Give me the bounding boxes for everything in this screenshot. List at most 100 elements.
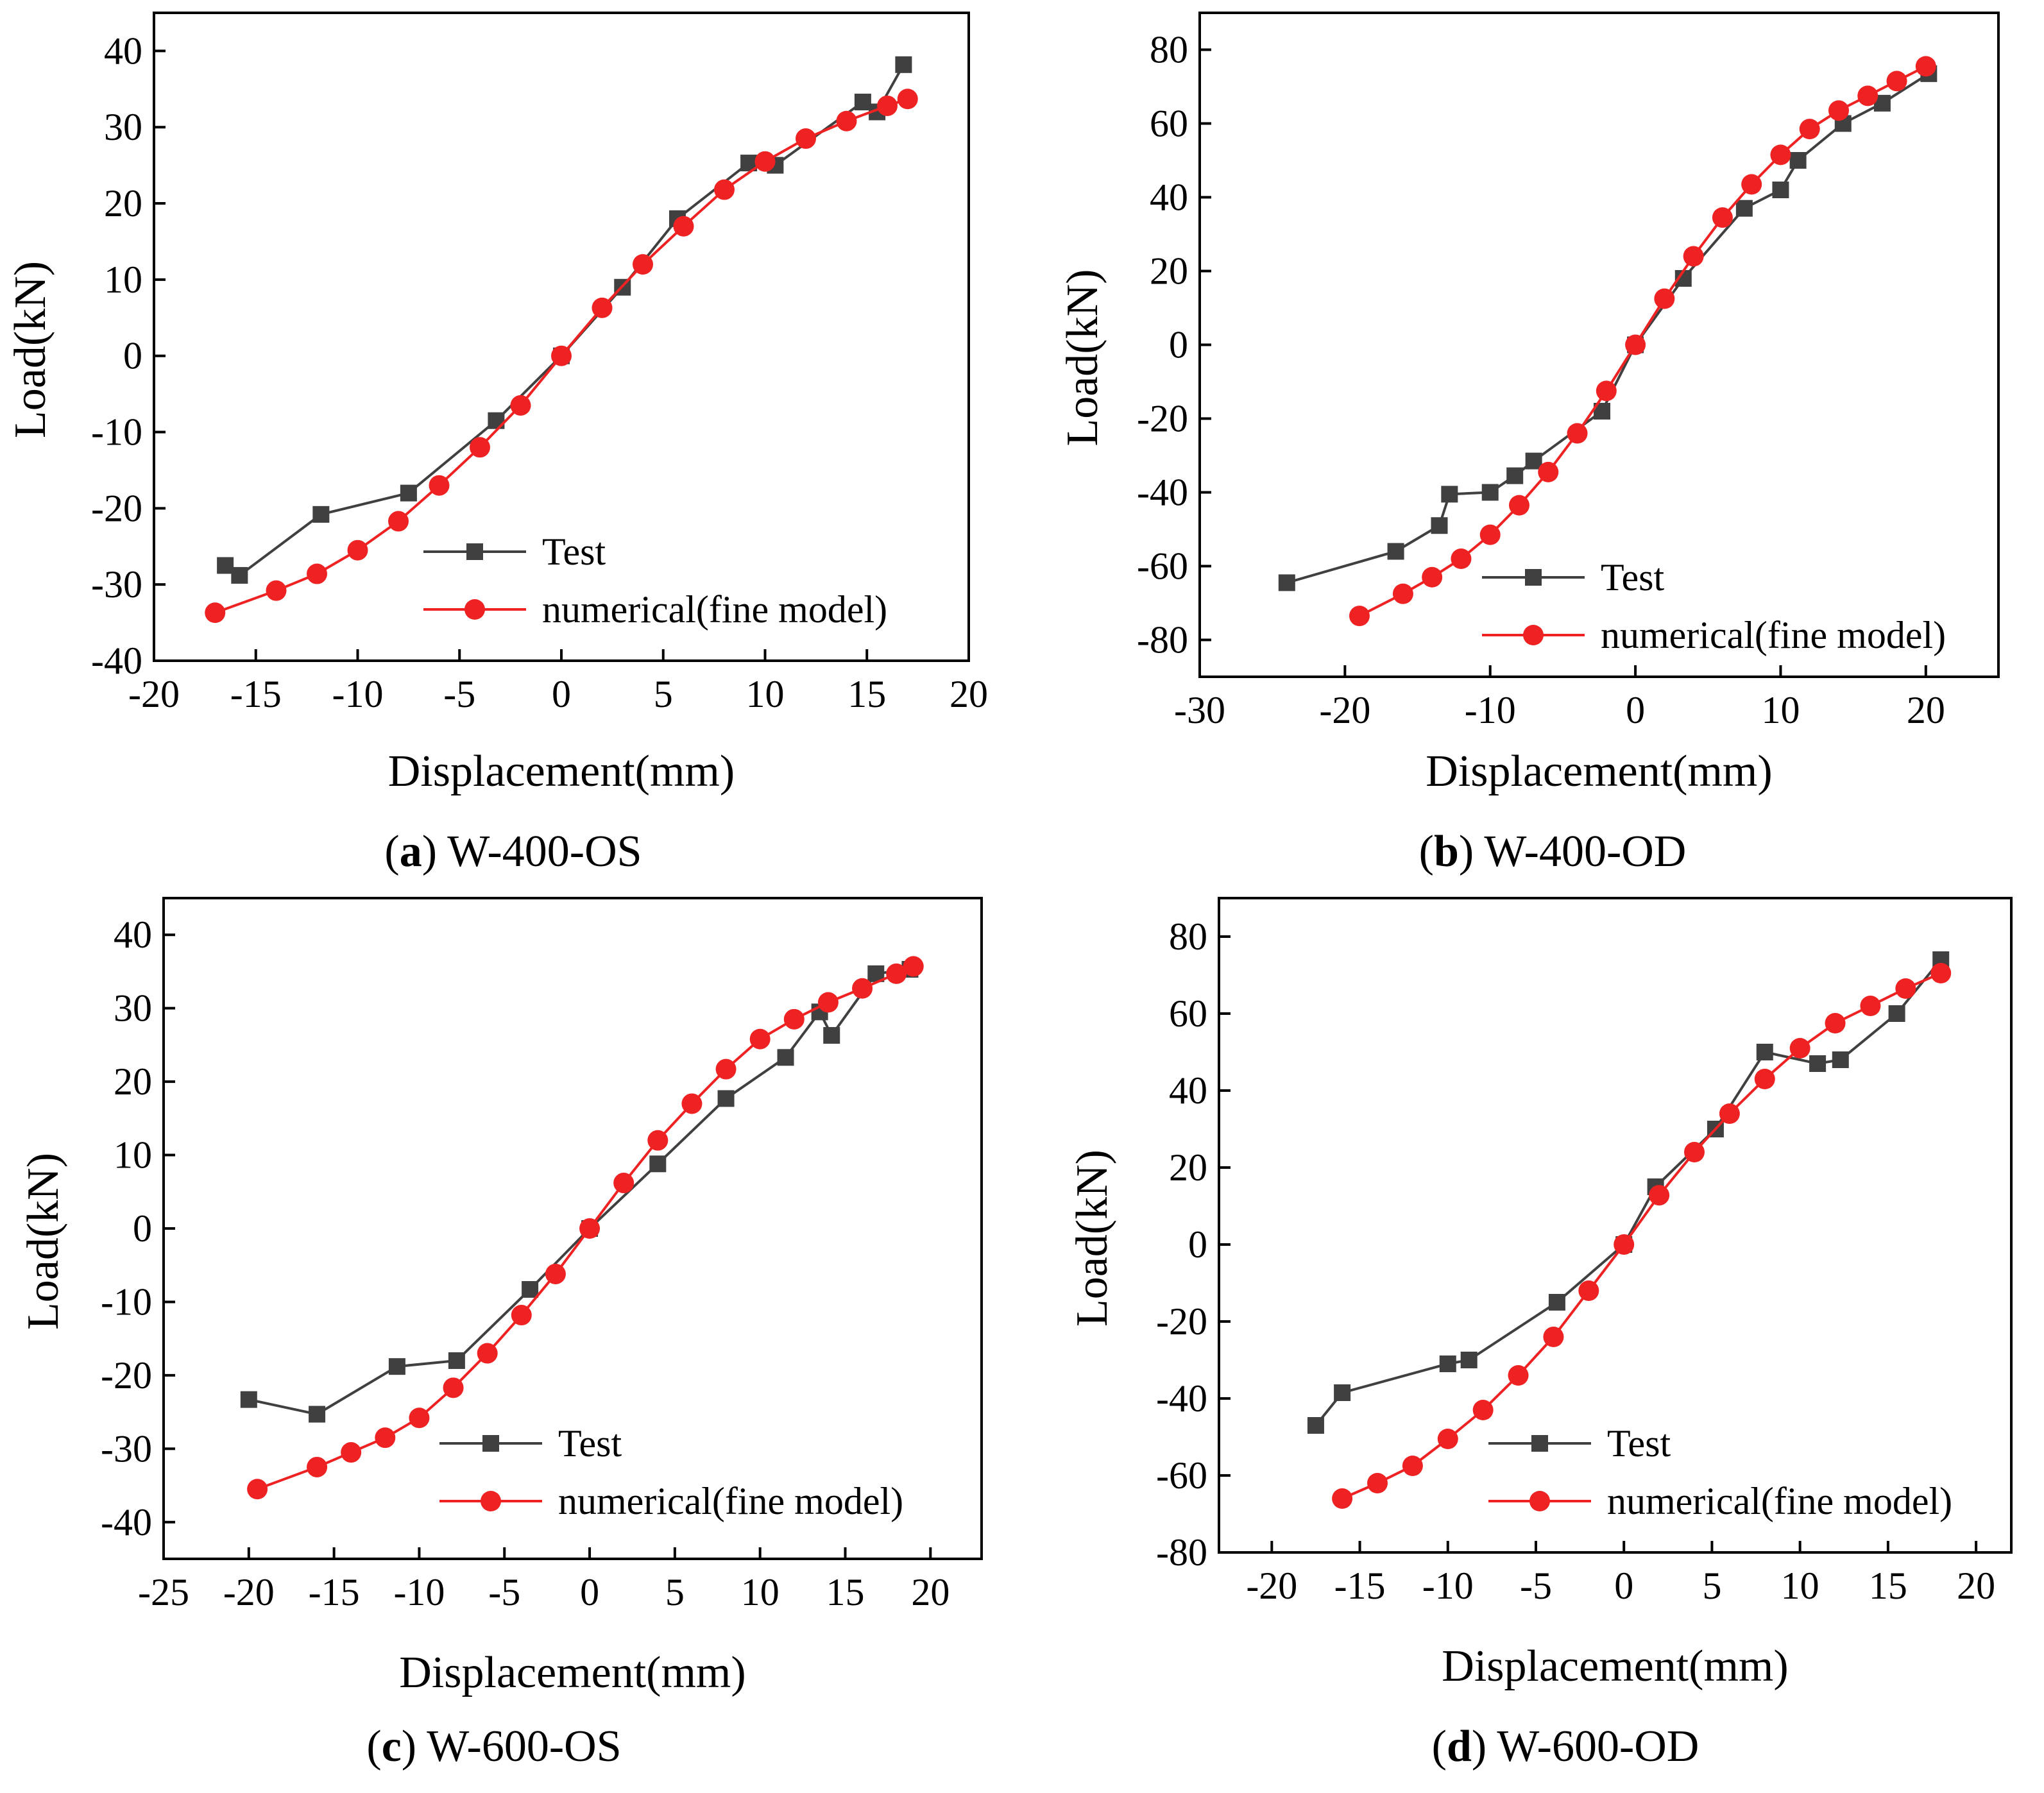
y-tick-label: 20 (1169, 1146, 1207, 1189)
numerical-data-point (1508, 1365, 1529, 1386)
numerical-data-point (511, 1305, 532, 1326)
numerical-data-point (266, 580, 287, 601)
numerical-data-point (1614, 1234, 1635, 1255)
test-data-point (1460, 1352, 1478, 1368)
y-tick-label: -80 (1137, 619, 1188, 661)
test-data-point (1735, 200, 1753, 217)
x-tick-label: 5 (654, 673, 673, 715)
numerical-data-point (886, 963, 907, 984)
numerical-data-point (1402, 1456, 1423, 1476)
numerical-data-point (1649, 1185, 1670, 1206)
x-tick-label: 10 (1781, 1565, 1819, 1607)
numerical-data-point (817, 992, 839, 1013)
x-tick-label: -10 (1422, 1565, 1474, 1607)
panel-caption: (b) W-400-OD (1419, 827, 1687, 876)
y-tick-label: -20 (1156, 1300, 1207, 1343)
legend-label: Test (542, 531, 606, 573)
numerical-data-point (783, 1008, 805, 1030)
x-tick-label: 20 (950, 673, 988, 715)
y-tick-label: 0 (133, 1207, 152, 1250)
y-tick-label: -40 (1137, 472, 1188, 514)
legend-marker (482, 1435, 499, 1452)
x-tick-label: 15 (847, 673, 886, 715)
y-tick-label: 20 (104, 182, 142, 225)
y-tick-label: 60 (1150, 103, 1188, 145)
test-data-point (823, 1027, 840, 1044)
x-tick-label: -25 (138, 1571, 189, 1613)
test-data-point (1481, 484, 1499, 501)
y-tick-label: 30 (114, 987, 152, 1030)
y-tick-label: -40 (91, 640, 142, 682)
y-tick-label: 0 (123, 335, 142, 377)
y-tick-label: 30 (104, 106, 142, 148)
legend-label: numerical(fine model) (1607, 1480, 1952, 1522)
test-data-point (231, 566, 248, 584)
x-tick-label: 0 (1626, 689, 1645, 731)
test-data-point (777, 1049, 794, 1066)
numerical-data-point (429, 475, 450, 496)
legend-label: numerical(fine model) (1601, 614, 1946, 656)
numerical-data-point (715, 1058, 737, 1080)
x-tick-label: -20 (1246, 1565, 1297, 1607)
test-data-point (1334, 1384, 1351, 1401)
test-data-point (717, 1090, 735, 1107)
test-data-point (1832, 1051, 1849, 1068)
x-tick-label: 20 (1957, 1565, 1995, 1607)
x-tick-label: 0 (552, 673, 571, 715)
x-tick-label: 20 (1907, 689, 1945, 731)
numerical-data-point (1332, 1488, 1353, 1509)
test-data-point (1789, 152, 1807, 169)
numerical-data-point (375, 1427, 396, 1449)
numerical-data-point (1754, 1069, 1775, 1089)
numerical-data-point (1543, 1327, 1564, 1347)
numerical-data-point (470, 437, 490, 458)
panel-caption: (d) W-600-OD (1432, 1722, 1699, 1771)
numerical-data-point (1349, 606, 1370, 627)
numerical-data-point (1684, 1142, 1705, 1162)
test-data-point (1439, 1355, 1456, 1372)
test-data-point (217, 557, 234, 574)
y-axis-title: Load(kN) (1058, 269, 1107, 446)
x-tick-label: -5 (443, 673, 475, 715)
test-data-point (312, 506, 330, 523)
y-tick-label: -60 (1156, 1454, 1207, 1497)
test-data-point (1525, 452, 1542, 470)
y-tick-label: 20 (114, 1060, 152, 1103)
legend-marker (1531, 1435, 1548, 1452)
x-tick-label: -20 (1319, 689, 1370, 731)
y-tick-label: -40 (1156, 1377, 1207, 1420)
y-tick-label: 40 (1169, 1069, 1207, 1112)
legend-marker (466, 543, 483, 560)
test-data-point (895, 56, 912, 73)
chart-panel-a: -20 -15 -10 -5 0 5 10 15 20 -40 -30 -20 -10 0 10 20 30 40… (6, 12, 988, 876)
numerical-data-point (1578, 1280, 1599, 1301)
legend-marker (1525, 569, 1542, 586)
x-tick-label: -5 (488, 1571, 520, 1613)
chart-panel-b: -30 -20 -10 0 10 20 -80 -60 -40 -20 0 20 40 60 80 Displ… (1058, 12, 2000, 876)
y-tick-label: 0 (1169, 324, 1188, 366)
numerical-data-point (1712, 207, 1733, 228)
numerical-data-point (551, 345, 572, 366)
x-tick-label: 20 (911, 1571, 950, 1613)
numerical-data-point (1895, 978, 1916, 999)
legend-marker (481, 1491, 501, 1511)
panel-caption: (a) W-400-OS (384, 827, 642, 876)
numerical-data-point (307, 563, 327, 584)
numerical-data-point (673, 216, 694, 237)
y-tick-label: -20 (1137, 398, 1188, 440)
numerical-data-point (1799, 119, 1820, 140)
numerical-data-point (477, 1343, 498, 1364)
x-tick-label: 10 (1761, 689, 1800, 731)
test-data-point (1506, 467, 1524, 484)
numerical-data-point (1567, 423, 1588, 444)
numerical-data-point (247, 1479, 268, 1500)
legend-marker (464, 599, 485, 620)
x-axis-title: Displacement(mm) (1426, 747, 1772, 796)
numerical-data-point (877, 95, 898, 116)
numerical-data-point (749, 1028, 771, 1049)
test-data-point (1888, 1005, 1905, 1022)
numerical-data-point (1857, 85, 1878, 106)
numerical-data-point (754, 151, 776, 172)
y-tick-label: -40 (101, 1501, 152, 1543)
